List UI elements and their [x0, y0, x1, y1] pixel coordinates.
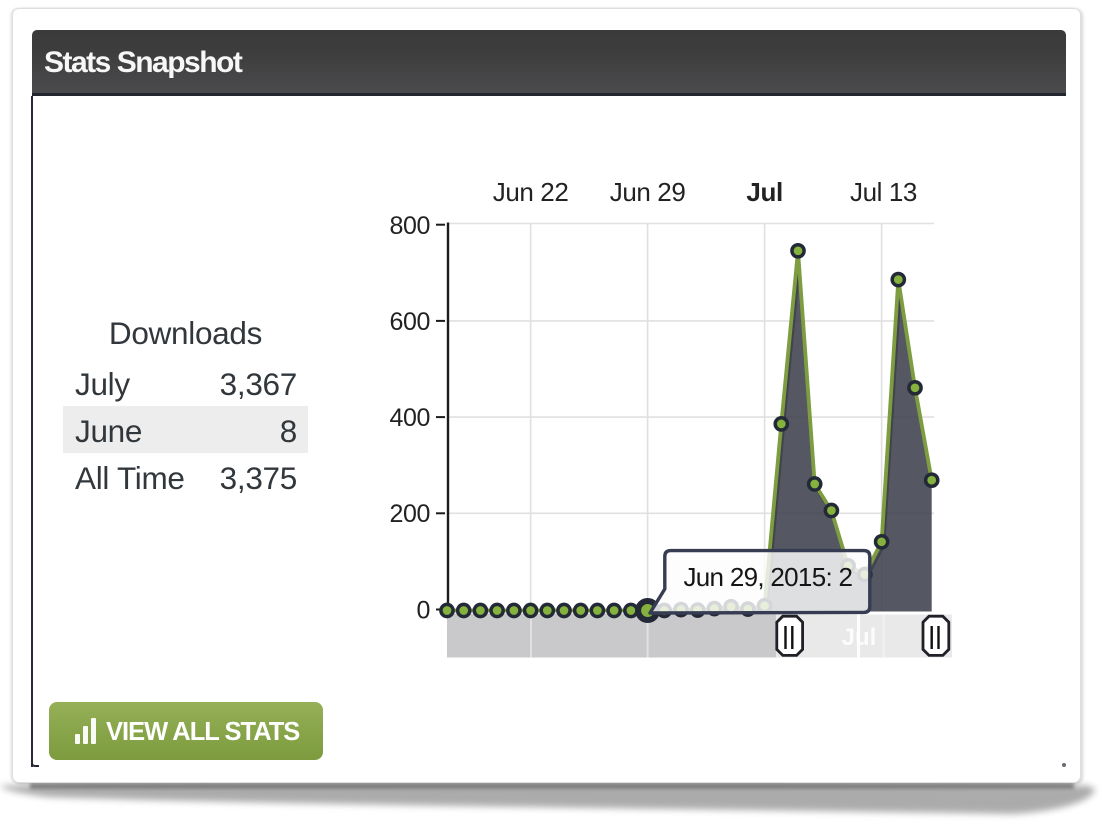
svg-text:800: 800 — [389, 212, 430, 240]
svg-text:200: 200 — [389, 500, 430, 528]
svg-text:Jul: Jul — [746, 177, 782, 207]
svg-text:400: 400 — [389, 404, 430, 432]
svg-text:600: 600 — [389, 308, 430, 336]
svg-text:Jul 13: Jul 13 — [850, 177, 917, 207]
svg-text:Jun 22: Jun 22 — [493, 177, 569, 207]
svg-text:Jun 29, 2015: 2: Jun 29, 2015: 2 — [684, 562, 853, 592]
svg-text:0: 0 — [416, 597, 430, 625]
svg-text:Jul: Jul — [842, 624, 877, 651]
svg-text:Jun 29: Jun 29 — [610, 177, 686, 207]
